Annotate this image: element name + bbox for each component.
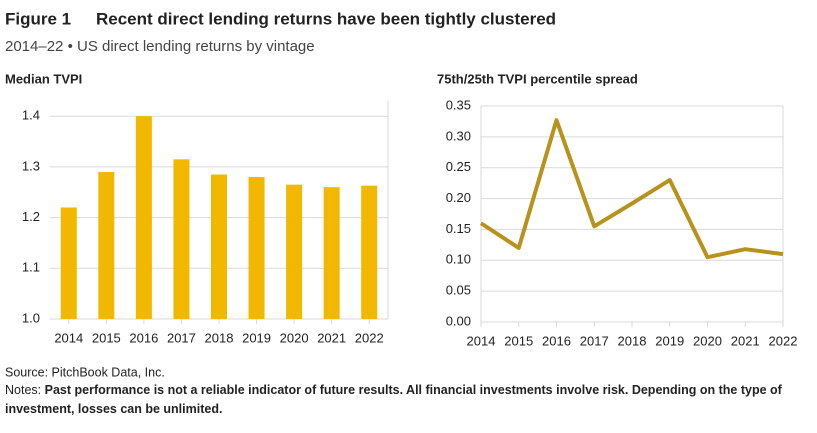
y-tick-label: 1.0 xyxy=(22,310,40,325)
x-tick-label: 2018 xyxy=(618,333,647,348)
bar xyxy=(60,207,77,319)
y-tick-label: 1.2 xyxy=(22,209,40,224)
x-tick-label: 2021 xyxy=(731,333,760,348)
bar xyxy=(323,187,340,319)
x-tick-label: 2014 xyxy=(467,333,496,348)
x-tick-label: 2022 xyxy=(769,333,798,348)
y-tick-label: 1.3 xyxy=(22,158,40,173)
figure-title: Recent direct lending returns have been … xyxy=(96,9,556,28)
y-tick-label: 1.1 xyxy=(22,260,40,275)
bar xyxy=(173,159,190,319)
subtitle: 2014–22 • US direct lending returns by v… xyxy=(5,38,315,55)
x-tick-label: 2020 xyxy=(693,333,722,348)
x-tick-label: 2021 xyxy=(317,330,346,345)
x-tick-label: 2019 xyxy=(242,330,271,345)
y-tick-label: 0.35 xyxy=(446,97,471,112)
x-tick-label: 2014 xyxy=(54,330,83,345)
y-tick-label: 0.00 xyxy=(446,313,471,328)
x-tick-label: 2016 xyxy=(129,330,158,345)
line xyxy=(479,118,784,260)
bar xyxy=(248,177,265,319)
x-tick-label: 2017 xyxy=(580,333,609,348)
x-tick-label: 2016 xyxy=(542,333,571,348)
source: Source: PitchBook Data, Inc. xyxy=(5,365,165,379)
x-tick-label: 2022 xyxy=(355,330,384,345)
y-tick-label: 0.20 xyxy=(446,190,471,205)
bar xyxy=(98,171,115,319)
bar xyxy=(211,174,227,319)
notes-label: Notes: xyxy=(5,383,42,397)
y-tick-label: 0.25 xyxy=(446,159,471,174)
y-tick-label: 1.4 xyxy=(22,108,40,123)
bar xyxy=(286,184,303,319)
bar xyxy=(135,116,152,319)
y-tick-label: 0.30 xyxy=(446,128,471,143)
y-tick-label: 0.10 xyxy=(446,252,471,267)
chart-title: Median TVPI xyxy=(5,71,82,86)
y-tick-label: 0.05 xyxy=(446,283,471,298)
x-tick-label: 2020 xyxy=(280,330,309,345)
notes-block: Notes: Past performance is not a reliabl… xyxy=(5,381,795,419)
figure-label: Figure 1 xyxy=(5,9,71,28)
x-tick-label: 2015 xyxy=(92,330,121,345)
x-tick-label: 2019 xyxy=(655,333,684,348)
notes-box: Notes: Past performance is not a reliabl… xyxy=(5,381,795,419)
x-tick-label: 2015 xyxy=(504,333,533,348)
x-tick-label: 2018 xyxy=(205,330,234,345)
y-tick-label: 0.15 xyxy=(446,221,471,236)
chart-title: 75th/25th TVPI percentile spread xyxy=(437,71,638,86)
notes: Past performance is not a reliable indic… xyxy=(5,383,782,416)
bar xyxy=(361,185,378,319)
x-tick-label: 2017 xyxy=(167,330,196,345)
